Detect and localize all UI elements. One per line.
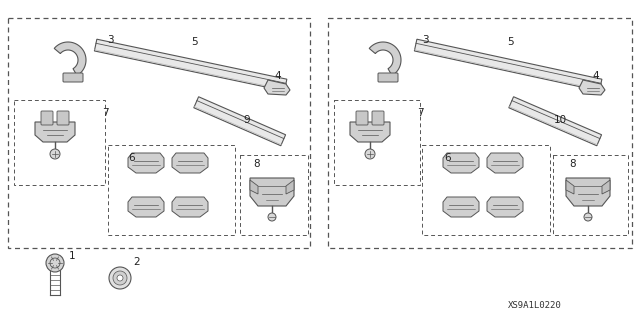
Bar — [422, 145, 550, 235]
Polygon shape — [94, 39, 287, 91]
Text: 6: 6 — [129, 153, 135, 163]
Polygon shape — [602, 180, 610, 194]
Polygon shape — [414, 39, 602, 91]
Text: 4: 4 — [275, 71, 282, 81]
FancyBboxPatch shape — [378, 73, 398, 82]
Text: 5: 5 — [192, 37, 198, 47]
Polygon shape — [35, 122, 75, 142]
Text: 8: 8 — [570, 159, 576, 169]
Bar — [334, 100, 420, 185]
Polygon shape — [509, 97, 602, 146]
Polygon shape — [579, 80, 605, 95]
Bar — [8, 18, 310, 248]
Polygon shape — [128, 197, 164, 217]
Polygon shape — [350, 122, 390, 142]
FancyBboxPatch shape — [41, 111, 53, 125]
Circle shape — [268, 213, 276, 221]
Polygon shape — [487, 153, 523, 173]
Polygon shape — [54, 42, 86, 76]
Polygon shape — [172, 197, 208, 217]
FancyBboxPatch shape — [57, 111, 69, 125]
Polygon shape — [172, 153, 208, 173]
Bar — [14, 100, 105, 185]
Polygon shape — [250, 178, 294, 206]
Polygon shape — [566, 180, 574, 194]
Polygon shape — [286, 180, 294, 194]
Polygon shape — [128, 153, 164, 173]
FancyBboxPatch shape — [63, 73, 83, 82]
Circle shape — [365, 149, 375, 159]
Polygon shape — [369, 42, 401, 76]
Polygon shape — [443, 197, 479, 217]
Circle shape — [50, 149, 60, 159]
Text: XS9A1L0220: XS9A1L0220 — [508, 301, 562, 310]
Circle shape — [109, 267, 131, 289]
Circle shape — [117, 275, 123, 281]
Polygon shape — [487, 197, 523, 217]
Bar — [553, 155, 628, 235]
Bar — [240, 155, 308, 235]
Text: 1: 1 — [68, 251, 76, 261]
Text: 3: 3 — [107, 35, 113, 45]
Bar — [328, 18, 632, 248]
Text: 7: 7 — [417, 108, 423, 118]
Polygon shape — [264, 80, 290, 95]
FancyBboxPatch shape — [372, 111, 384, 125]
Text: 6: 6 — [445, 153, 451, 163]
Text: 2: 2 — [134, 257, 140, 267]
FancyBboxPatch shape — [356, 111, 368, 125]
Text: 5: 5 — [507, 37, 513, 47]
Text: 3: 3 — [422, 35, 428, 45]
Bar — [108, 145, 235, 235]
Text: 10: 10 — [554, 115, 566, 125]
Text: 8: 8 — [253, 159, 260, 169]
Text: 9: 9 — [244, 115, 250, 125]
Polygon shape — [194, 97, 285, 146]
Text: 7: 7 — [102, 108, 108, 118]
Circle shape — [584, 213, 592, 221]
Polygon shape — [250, 180, 258, 194]
Polygon shape — [443, 153, 479, 173]
Polygon shape — [566, 178, 610, 206]
Circle shape — [46, 254, 64, 272]
Text: 4: 4 — [593, 71, 599, 81]
Circle shape — [113, 271, 127, 285]
